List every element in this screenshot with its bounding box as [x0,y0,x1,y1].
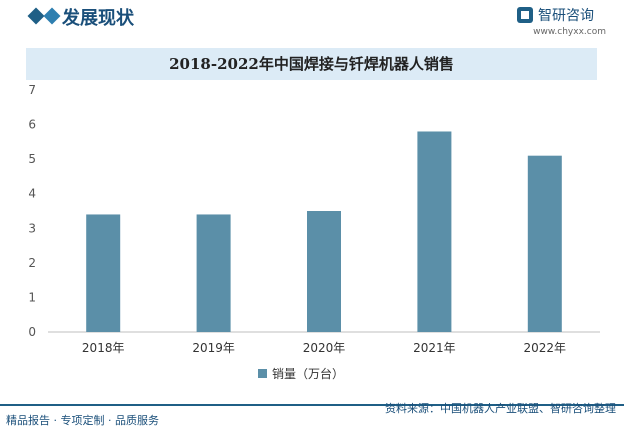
y-tick-label: 7 [28,83,36,97]
header: 发展现状 智研咨询 www.chyxx.com [0,0,624,40]
section-title: 发展现状 [62,8,134,29]
diamond-icon [27,7,45,25]
logo-icon [517,7,533,23]
y-tick-label: 6 [28,118,36,132]
y-tick-label: 3 [28,221,36,235]
y-tick-label: 1 [28,290,36,304]
bar [307,211,341,332]
bar [417,131,452,332]
x-tick-label: 2021年 [413,341,456,355]
bar [86,214,121,332]
y-tick-label: 2 [28,256,36,270]
bar [196,214,231,332]
diamond-icon [43,7,61,25]
y-tick-label: 4 [28,187,36,201]
legend-swatch [258,369,267,378]
x-tick-label: 2018年 [82,341,125,355]
legend-label: 销量（万台） [272,366,344,381]
logo-url: www.chyxx.com [533,27,606,37]
chart-title-band: 2018-2022年中国焊接与钎焊机器人销售 [26,48,597,80]
logo-text: 智研咨询 [538,8,594,24]
footer-tagline: 精品报告 · 专项定制 · 品质服务 [6,414,159,427]
x-tick-label: 2019年 [192,341,235,355]
footer-divider [0,404,624,406]
footer-source: 资料来源：中国机器人产业联盟、智研咨询整理 [385,402,616,415]
bar [527,155,562,332]
y-tick-label: 0 [28,325,36,339]
x-tick-label: 2022年 [524,341,567,355]
logo: 智研咨询 [516,4,606,26]
x-tick-label: 2020年 [303,341,346,355]
chart-title: 2018-2022年中国焊接与钎焊机器人销售 [169,55,454,73]
y-tick-label: 5 [28,152,36,166]
